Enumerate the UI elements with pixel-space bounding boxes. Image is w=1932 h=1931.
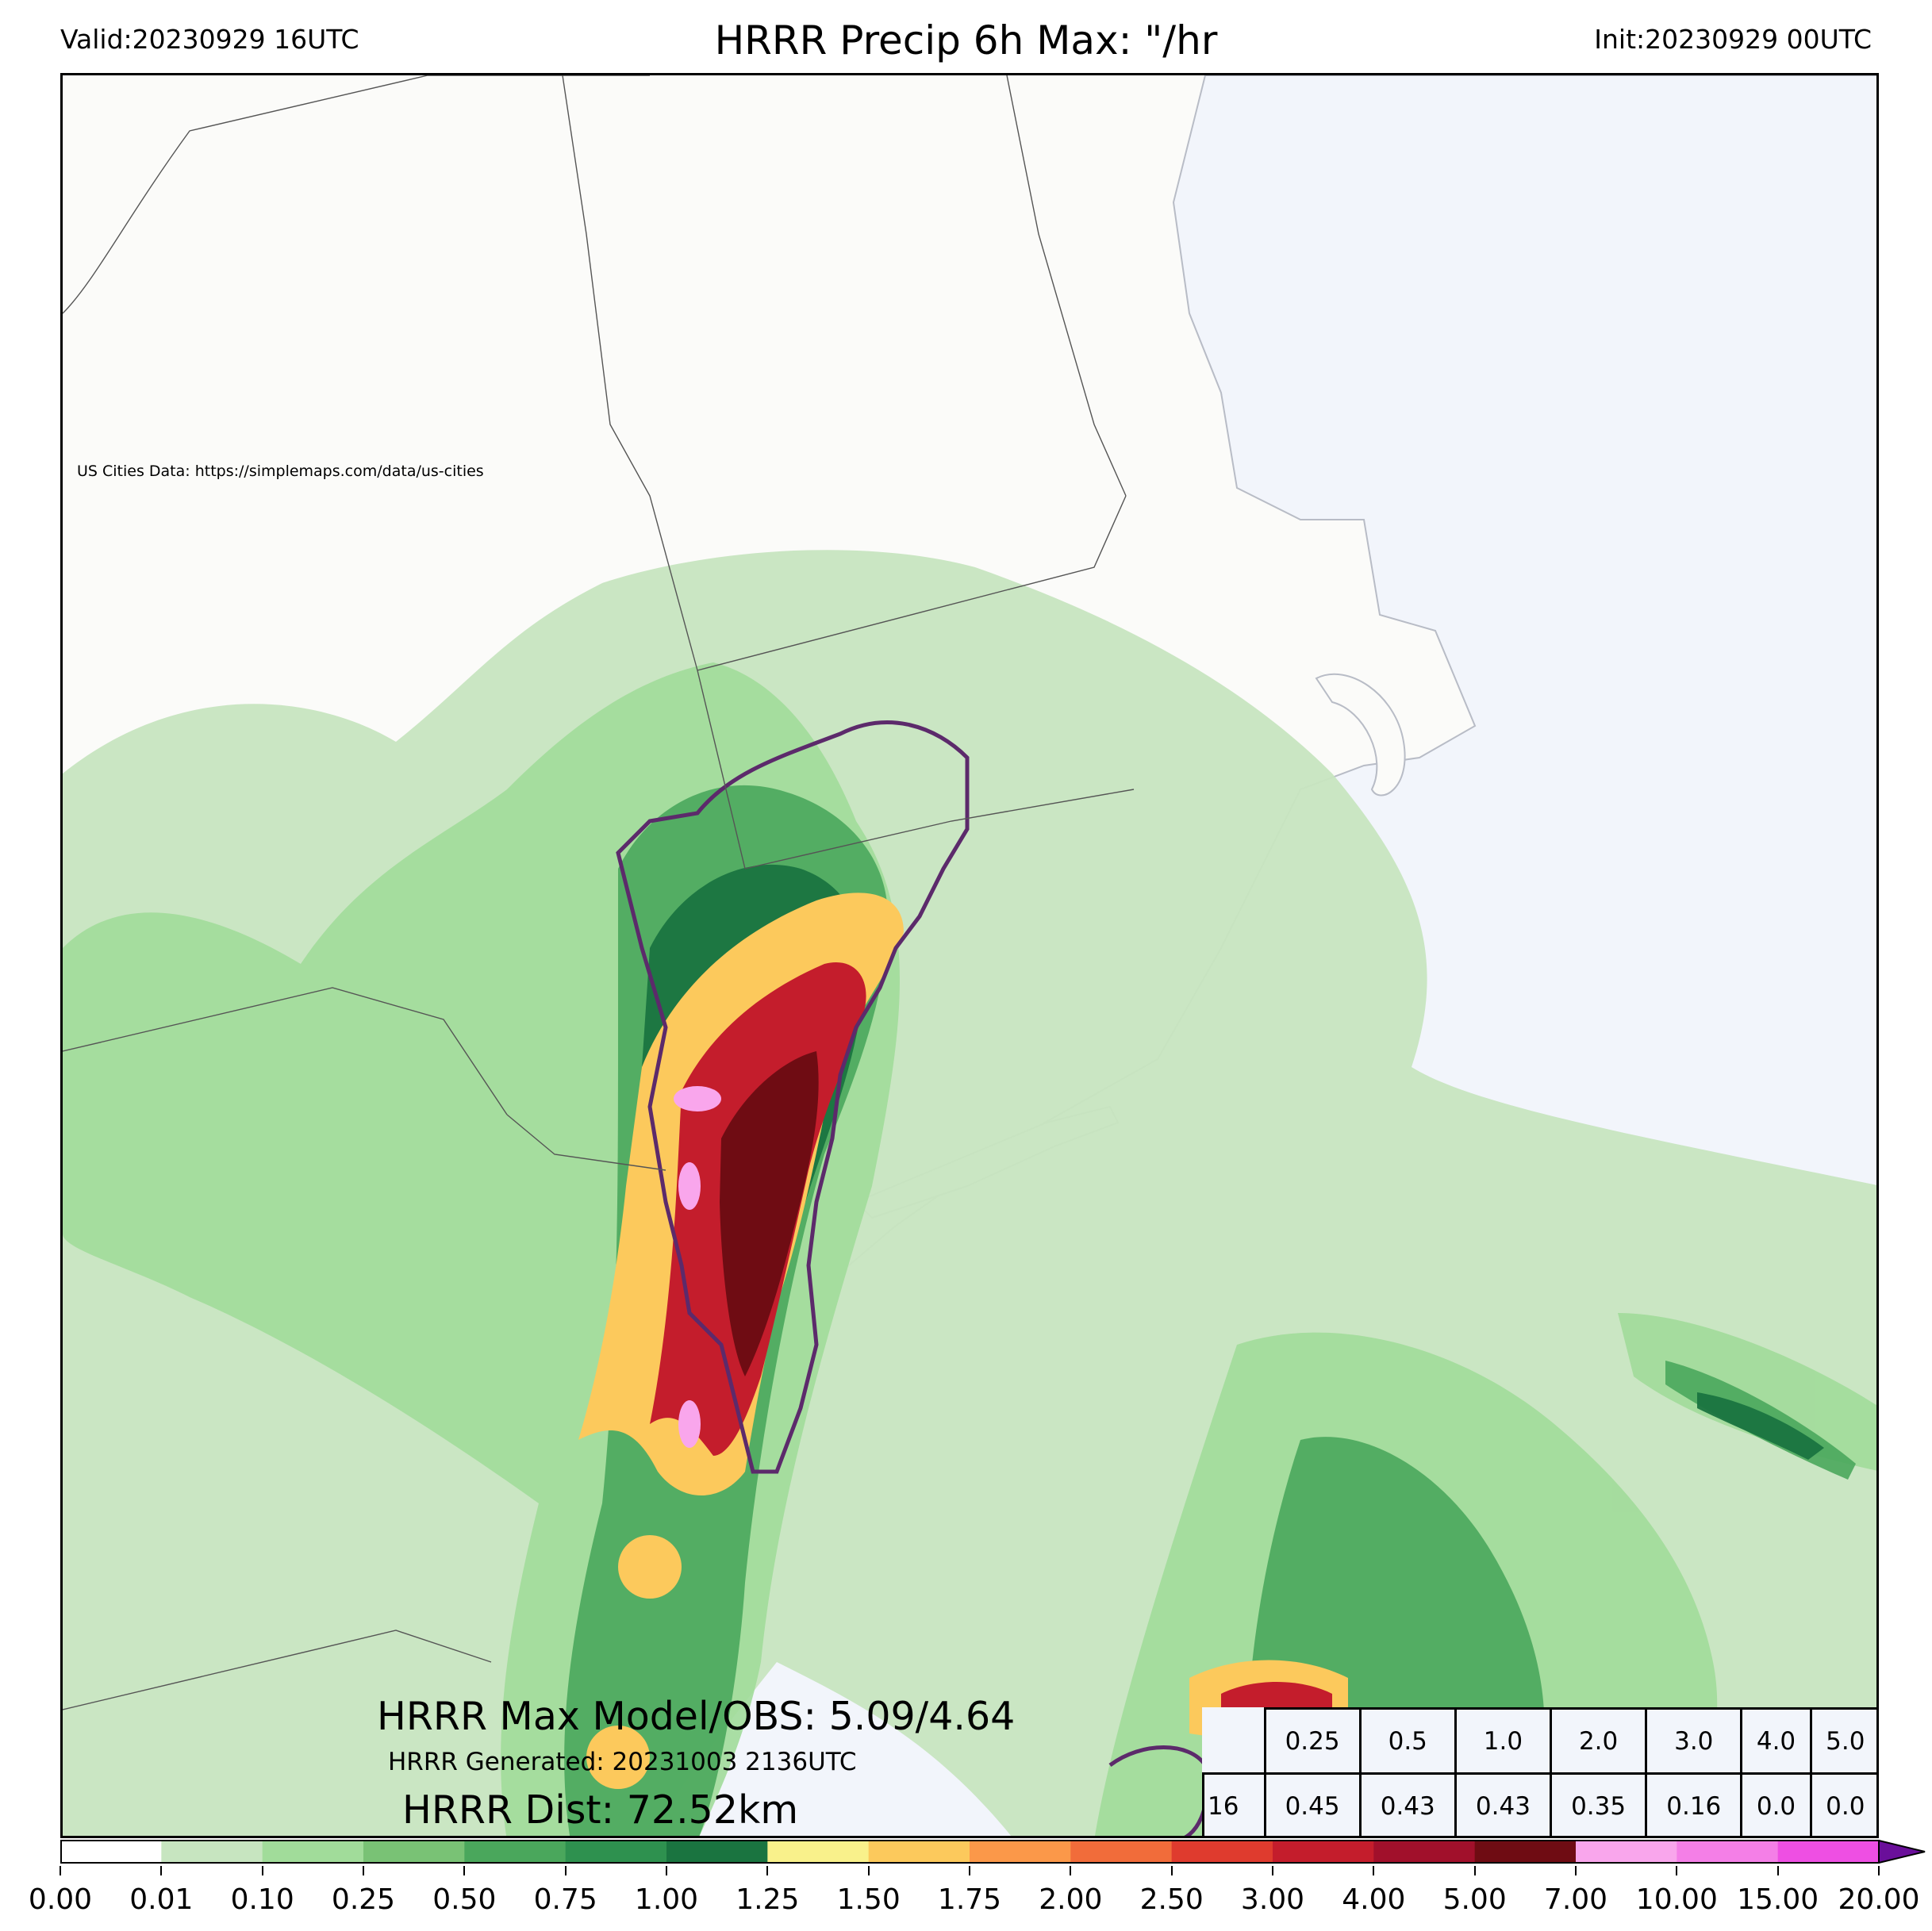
colorbar-swatch [1373,1841,1476,1863]
colorbar-tick-label: 7.00 [1543,1883,1608,1916]
value-cell: 0.35 [1550,1772,1648,1836]
colorbar-tick [363,1866,364,1875]
threshold-cell: 4.0 [1740,1707,1812,1775]
colorbar-tick [160,1866,163,1875]
row-label-cell: 16 [1202,1772,1266,1836]
cape-cod-outline [1315,673,1406,797]
colorbar-swatch [363,1841,465,1863]
colorbar-swatch [565,1841,667,1863]
colorbar-tick-label: 0.10 [230,1883,294,1916]
colorbar-swatch [1777,1841,1880,1863]
colorbar-swatch [666,1841,768,1863]
colorbar-tick [969,1866,970,1875]
colorbar-tick [867,1866,870,1875]
colorbar-tick [1878,1866,1880,1875]
threshold-cell: 5.0 [1809,1707,1876,1775]
colorbar-tick-label: 4.00 [1342,1883,1406,1916]
colorbar-tick [766,1866,769,1875]
colorbar-ticks: 0.00 0.01 0.10 0.25 0.50 0.75 1.00 1.25 1.50 1.75… [29,1866,1920,1921]
colorbar-tick [1272,1866,1273,1875]
colorbar-tick-label: 0.75 [533,1883,597,1916]
threshold-cell: 1.0 [1454,1707,1553,1775]
value-row: 16 0.45 0.43 0.43 0.35 0.16 0.0 0.0 [1202,1772,1876,1836]
colorbar-tick-label: 1.75 [937,1883,1002,1916]
value-cell: 0.16 [1645,1772,1743,1836]
colorbar-swatch [60,1841,162,1863]
threshold-row: 0.25 0.5 1.0 2.0 3.0 4.0 5.0 [1204,1707,1876,1775]
colorbar-tick-label: 5.00 [1442,1883,1507,1916]
page-title: HRRR Precip 6h Max: "/hr [714,17,1218,63]
colorbar-tick-label: 1.00 [634,1883,699,1916]
colorbar-tick-label: 0.50 [432,1883,497,1916]
value-cell: 0.0 [1809,1772,1876,1836]
value-cell: 0.43 [1454,1772,1553,1836]
max-model-obs-label: HRRR Max Model/OBS: 5.09/4.64 [377,1694,1016,1739]
colorbar-tick-label: 15.00 [1737,1883,1819,1916]
colorbar-swatch [1677,1841,1779,1863]
colorbar-tick [666,1866,667,1875]
colorbar-tick [564,1866,567,1875]
distance-label: HRRR Dist: 72.52km [402,1787,799,1833]
colorbar-outline [60,1840,1880,1864]
threshold-stats-table: 0.25 0.5 1.0 2.0 3.0 4.0 5.0 16 0.45 0.4… [1202,1707,1876,1836]
colorbar-swatch [970,1841,1071,1863]
precip-layer-max [720,1051,819,1376]
obs-contour [616,720,970,1474]
colorbar-tick [1373,1866,1375,1875]
colorbar-tick-label: 2.50 [1139,1883,1204,1916]
threshold-cell: 2.0 [1550,1707,1648,1775]
colorbar-tick [1473,1866,1476,1875]
colorbar-tick [1776,1866,1779,1875]
threshold-cell: 0.5 [1358,1707,1457,1775]
colorbar-tick [261,1866,263,1875]
colorbar-tick-label: 1.25 [736,1883,800,1916]
colorbar-tick-label: 2.00 [1039,1883,1103,1916]
colorbar-tick [1575,1866,1577,1875]
value-cell: 0.43 [1358,1772,1457,1836]
precip-map: US Cities Data: https://simplemaps.com/d… [60,73,1879,1838]
value-cell: 0.0 [1740,1772,1812,1836]
precip-layer-extreme-pink [674,1086,721,1448]
value-cell: 0.45 [1263,1772,1362,1836]
colorbar-swatch [1070,1841,1173,1863]
valid-time-label: Valid:20230929 16UTC [60,24,359,55]
colorbar-extend-arrow [1878,1840,1926,1864]
colorbar-tick-label: 0.01 [129,1883,194,1916]
colorbar-tick-label: 0.00 [28,1883,93,1916]
state-borders [63,75,1135,1710]
colorbar-swatch [161,1841,263,1863]
colorbar-swatch [1474,1841,1577,1863]
colorbar-tick [60,1866,61,1875]
colorbar-swatch [262,1841,364,1863]
colorbar-swatch [1171,1841,1273,1863]
cities-credit: US Cities Data: https://simplemaps.com/d… [77,463,484,480]
generated-label: HRRR Generated: 20231003 2136UTC [388,1748,857,1776]
colorbar-tick-label: 20.00 [1838,1883,1920,1916]
threshold-cell: 3.0 [1645,1707,1743,1775]
colorbar-swatch [868,1841,970,1863]
colorbar-tick [1070,1866,1072,1875]
colorbar-tick-label: 3.00 [1240,1883,1305,1916]
colorbar-tick-label: 1.50 [836,1883,901,1916]
map-canvas [63,75,1876,1836]
colorbar-tick [1676,1866,1678,1875]
init-time-label: Init:20230929 00UTC [1594,24,1872,55]
colorbar-tick [1170,1866,1173,1875]
threshold-cell: 0.25 [1263,1707,1362,1775]
colorbar-swatch [767,1841,870,1863]
colorbar-swatch [1273,1841,1374,1863]
colorbar [60,1840,1926,1864]
colorbar-tick-label: 0.25 [331,1883,396,1916]
colorbar-swatch [464,1841,567,1863]
colorbar-tick [463,1866,466,1875]
table-corner [1204,1709,1266,1774]
colorbar-tick-label: 10.00 [1635,1883,1718,1916]
colorbar-swatch [1576,1841,1677,1863]
